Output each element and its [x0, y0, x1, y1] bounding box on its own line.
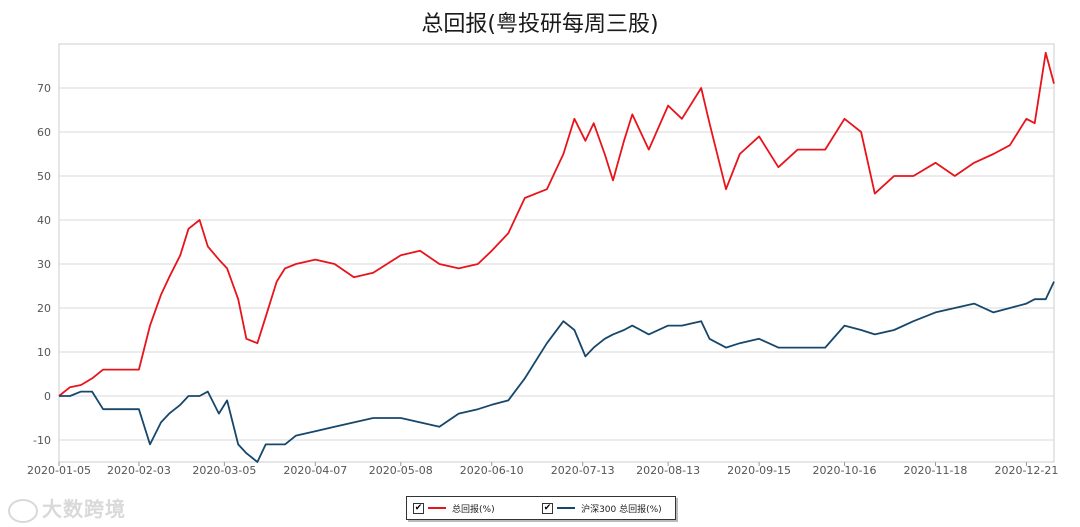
y-tick-label: -10 — [33, 434, 51, 447]
y-tick-label: 10 — [37, 346, 51, 359]
legend-item-total-return[interactable]: ✔ 总回报(%) — [413, 502, 536, 515]
plot-area — [58, 43, 1055, 463]
y-tick-label: 0 — [44, 390, 51, 403]
x-tick-label: 2020-03-05 — [192, 464, 256, 477]
x-tick-label: 2020-08-13 — [636, 464, 700, 477]
legend: ✔ 总回报(%) ✔ 沪深300 总回报(%) — [406, 496, 676, 520]
checkbox-icon[interactable]: ✔ — [413, 502, 424, 514]
logo-icon — [8, 498, 38, 523]
legend-label-total-return: 总回报(%) — [452, 504, 495, 515]
chart-title: 总回报(粤投研每周三股) — [421, 12, 659, 37]
x-tick-label: 2020-02-03 — [107, 464, 171, 477]
legend-item-csi300[interactable]: ✔ 沪深300 总回报(%) — [542, 502, 675, 515]
x-axis: 2020-01-05 2020-02-03 2020-03-05 2020-04-07… — [27, 462, 1058, 477]
watermark-text: 大数跨境 — [42, 497, 126, 521]
y-tick-label: 60 — [37, 126, 51, 139]
legend-swatch-csi300 — [557, 507, 576, 509]
x-tick-label: 2020-01-05 — [27, 464, 91, 477]
y-tick-label: 20 — [37, 302, 51, 315]
checkbox-icon[interactable]: ✔ — [542, 502, 554, 514]
x-tick-label: 2020-04-07 — [283, 464, 347, 477]
y-axis: -10 0 10 20 30 40 50 60 70 — [33, 82, 51, 447]
x-tick-label: 2020-07-13 — [551, 464, 615, 477]
x-tick-label: 2020-05-08 — [369, 464, 433, 477]
y-tick-label: 40 — [37, 214, 51, 227]
series-layer — [58, 51, 1055, 463]
series-line-total-return — [58, 51, 1055, 397]
y-tick-label: 30 — [37, 258, 51, 271]
legend-label-csi300: 沪深300 总回报(%) — [581, 504, 662, 515]
x-tick-label: 2020-11-18 — [904, 464, 968, 477]
x-tick-label: 2020-09-15 — [727, 464, 791, 477]
y-tick-label: 70 — [37, 82, 51, 95]
watermark: 大数跨境 — [8, 493, 126, 523]
x-tick-label: 2020-06-10 — [460, 464, 524, 477]
legend-swatch-total-return — [428, 507, 446, 509]
grid — [58, 43, 1055, 463]
y-tick-label: 50 — [37, 170, 51, 183]
series-line-csi300 — [59, 281, 1055, 463]
x-tick-label: 2020-10-16 — [813, 464, 877, 477]
x-tick-label: 2020-12-21 — [994, 464, 1058, 477]
